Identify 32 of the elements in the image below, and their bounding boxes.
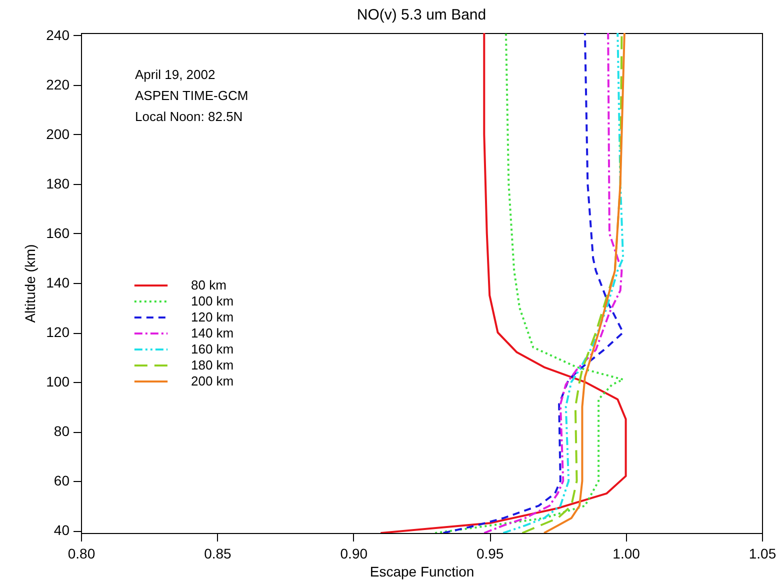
x-tick-label: 0.90 xyxy=(340,546,368,562)
x-axis-title: Escape Function xyxy=(370,564,474,580)
y-tick-label: 220 xyxy=(46,76,70,92)
annotation: Local Noon: 82.5N xyxy=(135,109,243,124)
y-tick-label: 100 xyxy=(46,374,70,390)
y-tick-label: 240 xyxy=(46,26,70,43)
line-series xyxy=(380,33,627,533)
x-tick-label: 0.85 xyxy=(204,546,232,562)
annotation: April 19, 2002 xyxy=(135,67,216,82)
x-tick-label: 0.95 xyxy=(476,546,504,562)
legend-label: 120 km xyxy=(191,310,234,324)
legend-label: 140 km xyxy=(191,326,234,340)
y-tick-label: 120 xyxy=(46,324,70,340)
x-tick-label: 1.00 xyxy=(612,546,640,562)
legend-label: 80 km xyxy=(191,278,226,292)
x-tick-label: 1.05 xyxy=(748,546,776,562)
y-tick-label: 140 xyxy=(46,274,70,290)
y-tick-label: 60 xyxy=(54,472,70,489)
y-tick-label: 80 xyxy=(54,423,70,440)
legend-label: 180 km xyxy=(191,358,234,372)
legend-label: 160 km xyxy=(191,342,234,356)
line-series xyxy=(543,33,626,533)
y-tick-label: 180 xyxy=(46,175,70,192)
legend-label: 100 km xyxy=(191,294,234,308)
y-tick-label: 160 xyxy=(46,224,70,241)
annotation: ASPEN TIME-GCM xyxy=(135,88,248,103)
chart-title: NO(v) 5.3 um Band xyxy=(356,6,486,24)
y-tick-label: 40 xyxy=(54,522,70,538)
x-tick-label: 0.80 xyxy=(68,546,96,562)
legend-label: 200 km xyxy=(191,374,234,388)
y-tick-label: 200 xyxy=(46,126,70,142)
y-axis-title: Altitude (km) xyxy=(22,244,38,323)
